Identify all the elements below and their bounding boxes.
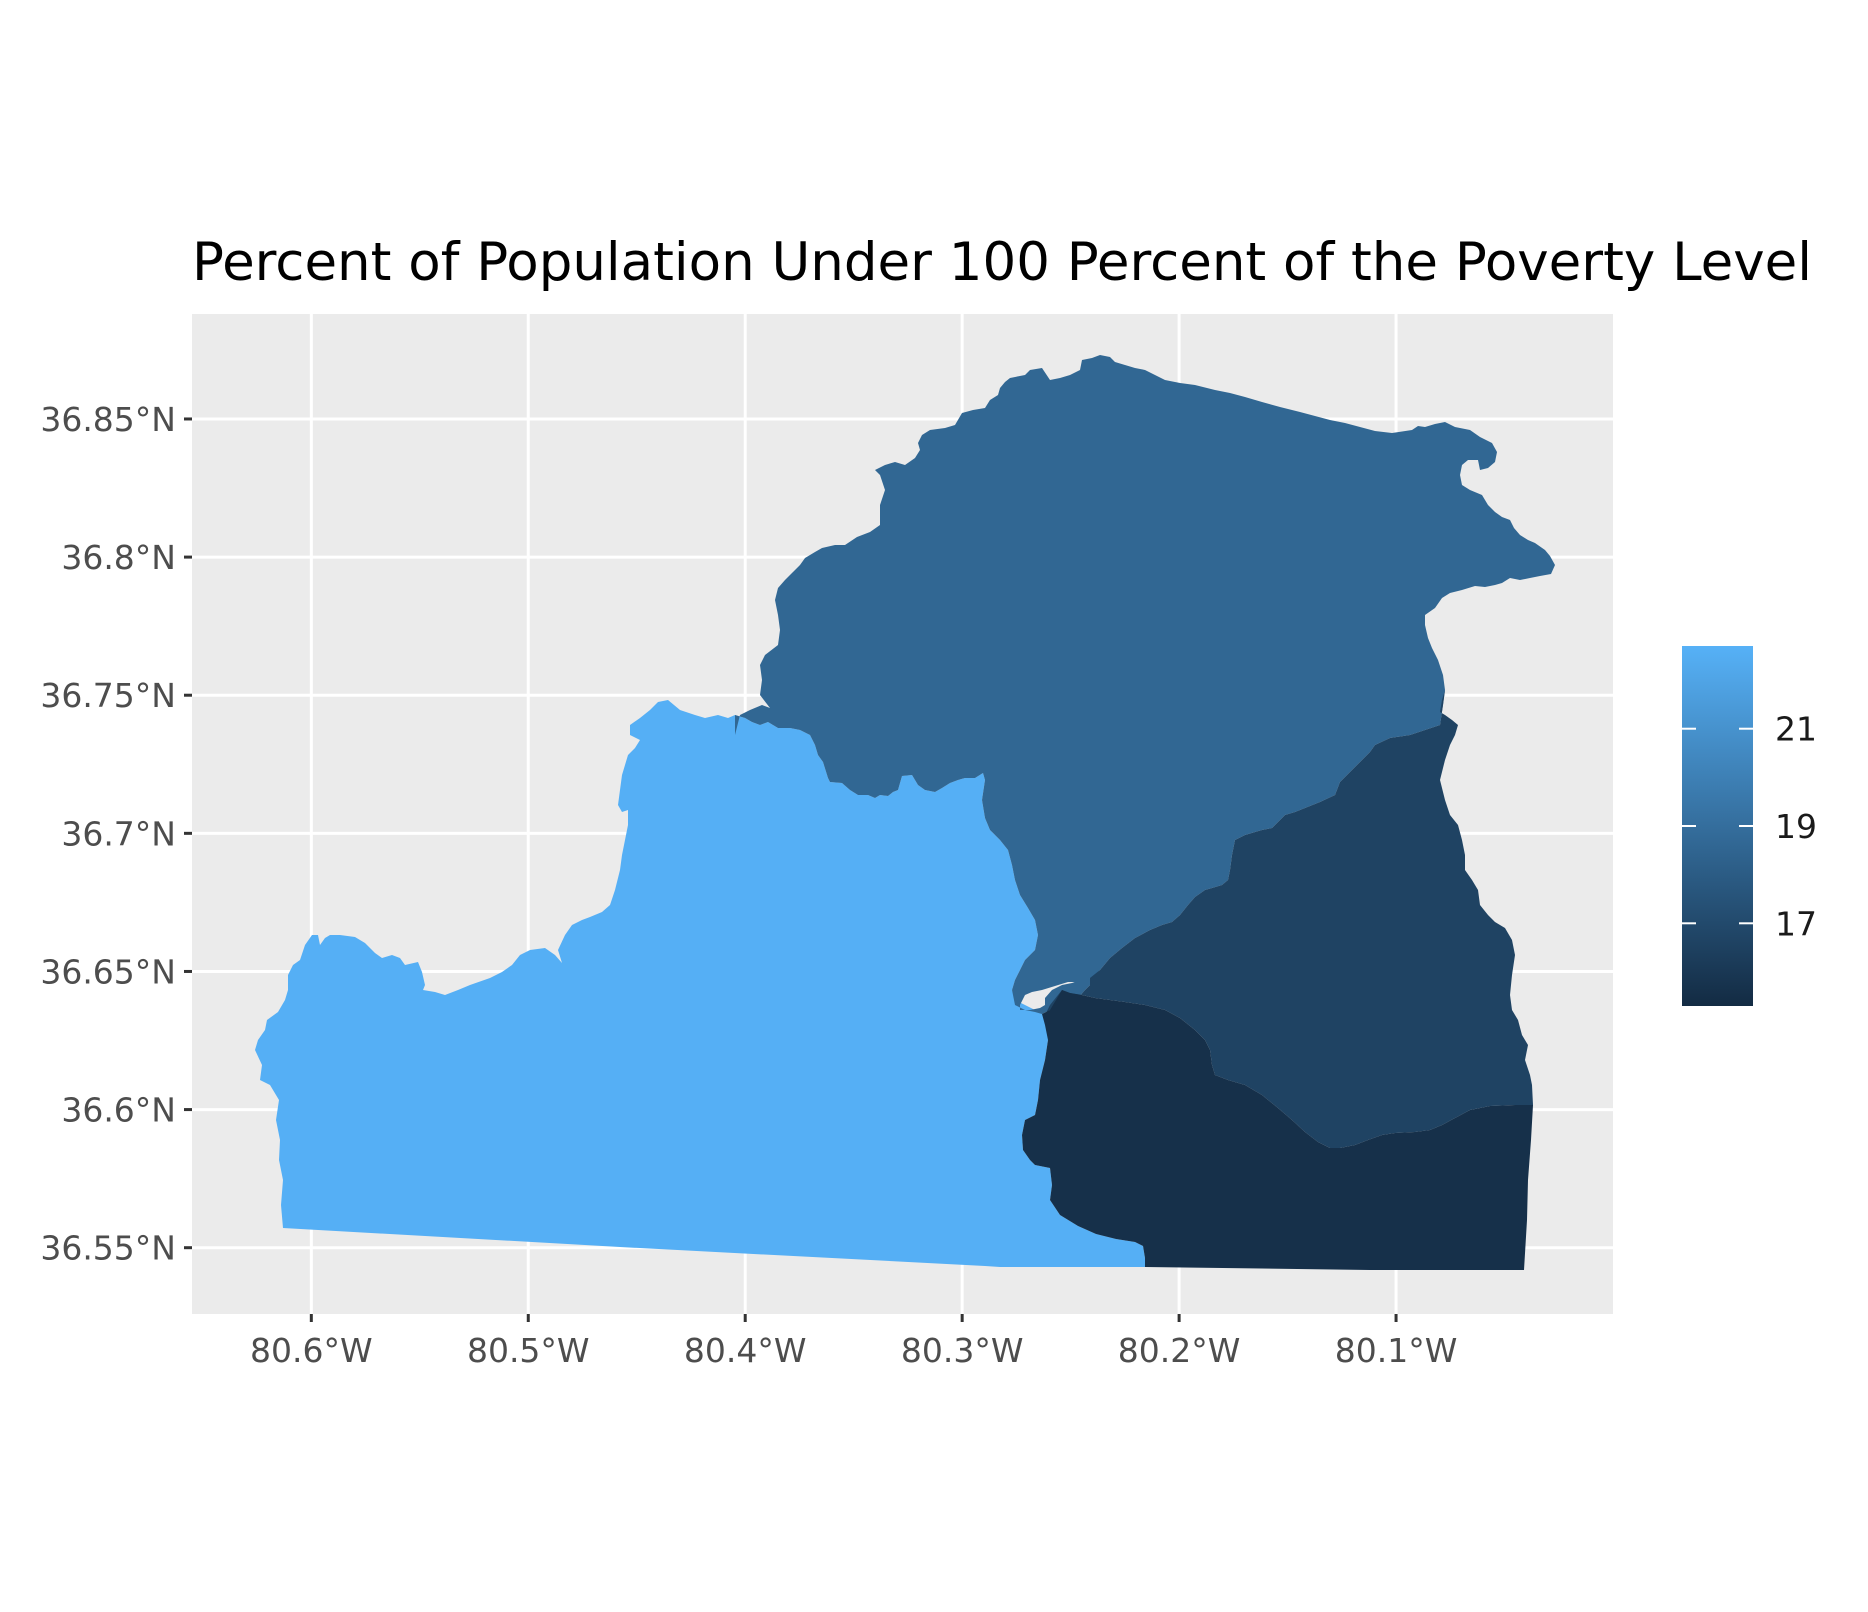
legend-break-label: 19 bbox=[1775, 807, 1817, 846]
map-regions bbox=[255, 355, 1555, 1270]
x-tick-label: 80.2°W bbox=[1118, 1331, 1241, 1370]
y-tick-label: 36.7°N bbox=[61, 814, 176, 853]
x-tick-label: 80.3°W bbox=[901, 1331, 1024, 1370]
legend-ticks: 17 19 21 bbox=[1682, 710, 1817, 943]
region-east[interactable] bbox=[1022, 990, 1533, 1270]
map-title: Percent of Population Under 100 Percent … bbox=[192, 232, 1812, 293]
legend-break-label: 17 bbox=[1775, 904, 1817, 943]
region-west[interactable] bbox=[255, 700, 1145, 1267]
region-southeast[interactable] bbox=[1045, 690, 1533, 1148]
y-tick-label: 36.65°N bbox=[40, 952, 176, 991]
x-axis: 80.6°W 80.5°W 80.4°W 80.3°W 80.2°W 80.1°W bbox=[250, 1314, 1457, 1370]
x-tick-label: 80.6°W bbox=[250, 1331, 373, 1370]
x-tick-label: 80.4°W bbox=[684, 1331, 807, 1370]
legend-break-label: 21 bbox=[1775, 710, 1817, 749]
x-tick-label: 80.1°W bbox=[1335, 1331, 1458, 1370]
legend: 17 19 21 bbox=[1682, 646, 1817, 1006]
y-tick-label: 36.6°N bbox=[61, 1091, 176, 1130]
y-tick-label: 36.75°N bbox=[40, 676, 176, 715]
y-tick-label: 36.8°N bbox=[61, 538, 176, 577]
y-tick-label: 36.55°N bbox=[40, 1229, 176, 1268]
x-tick-label: 80.5°W bbox=[467, 1331, 590, 1370]
region-north[interactable] bbox=[735, 355, 1555, 1014]
y-tick-label: 36.85°N bbox=[40, 400, 176, 439]
y-axis: 36.85°N 36.8°N 36.75°N 36.7°N 36.65°N 36.6°N 3… bbox=[40, 400, 192, 1268]
